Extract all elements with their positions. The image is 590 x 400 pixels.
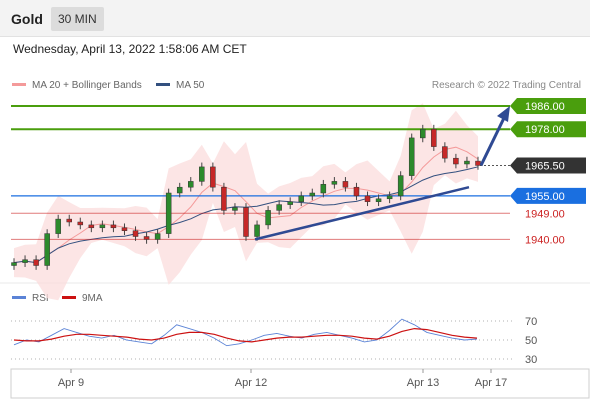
rsi-swatch xyxy=(12,295,26,299)
legend-ma50: MA 50 xyxy=(156,80,204,91)
candle-body xyxy=(210,166,216,188)
candle-body xyxy=(11,262,17,266)
instrument-name: Gold xyxy=(11,11,43,27)
candle-body xyxy=(254,224,260,237)
candle-body xyxy=(453,157,459,165)
legend-bollinger-label: MA 20 + Bollinger Bands xyxy=(32,80,142,91)
price-tag-1978.00 xyxy=(510,121,586,138)
candle-body xyxy=(143,236,150,240)
candle-body xyxy=(132,230,139,237)
candle-body xyxy=(22,259,28,263)
candle-body xyxy=(121,227,128,231)
candle-body xyxy=(44,233,50,266)
price-label-1965.50: 1965.50 xyxy=(525,160,565,172)
timeframe-button[interactable]: 30 MIN xyxy=(51,7,104,31)
candle-body xyxy=(431,128,437,147)
chart-timestamp: Wednesday, April 13, 2022 1:58:06 AM CET xyxy=(13,42,247,56)
candle-body xyxy=(265,210,271,226)
rsi-ma-swatch xyxy=(62,295,76,299)
rsi-tick-label: 70 xyxy=(525,316,537,328)
candle-body xyxy=(199,166,205,182)
legend-bollinger: MA 20 + Bollinger Bands xyxy=(12,80,142,91)
forecast-arrow-head xyxy=(497,106,510,122)
candle-body xyxy=(221,186,227,211)
candle-body xyxy=(397,175,404,197)
candle-body xyxy=(55,218,61,234)
legend-rsi-ma-label: 9MA xyxy=(82,293,103,304)
x-tick-label: Apr 13 xyxy=(407,377,439,389)
candle-body xyxy=(442,146,448,159)
candle-body xyxy=(464,160,470,165)
rsi-tick-label: 30 xyxy=(525,354,537,366)
price-label-1978.00: 1978.00 xyxy=(525,124,565,136)
ma50-swatch xyxy=(156,82,170,86)
legend-rsi: RSI xyxy=(12,293,49,304)
candle-body xyxy=(188,181,194,188)
candle-body xyxy=(77,221,84,226)
candle-body xyxy=(420,128,426,139)
candle-body xyxy=(165,192,172,234)
x-tick-label: Apr 17 xyxy=(475,377,507,389)
candle-body xyxy=(66,218,72,223)
price-label-1986.00: 1986.00 xyxy=(525,101,565,113)
chart-header: Gold 30 MIN xyxy=(0,0,590,37)
candle-body xyxy=(276,204,282,211)
copyright-text: Research © 2022 Trading Central xyxy=(431,80,581,91)
price-label-1949.00: 1949.00 xyxy=(525,208,565,220)
bollinger-swatch xyxy=(12,82,26,86)
candle-body xyxy=(408,137,415,176)
candle-body xyxy=(375,198,382,202)
candle-body xyxy=(342,181,349,188)
candle-body xyxy=(287,201,293,205)
candle-body xyxy=(364,195,371,202)
x-tick-label: Apr 12 xyxy=(235,377,267,389)
candle-body xyxy=(154,233,161,240)
price-tag-1965.50 xyxy=(510,157,586,174)
legend-ma50-label: MA 50 xyxy=(176,80,205,91)
candle-body xyxy=(353,186,360,197)
candle-body xyxy=(110,224,117,229)
candle-body xyxy=(99,224,106,229)
price-tag-1986.00 xyxy=(510,98,586,114)
x-tick-label: Apr 9 xyxy=(58,377,84,389)
candle-body xyxy=(386,195,393,200)
candle-body xyxy=(331,181,338,185)
legend-rsi-label: RSI xyxy=(32,293,49,304)
rsi-ma-line xyxy=(13,327,478,343)
candle-body xyxy=(232,207,238,211)
price-label-1955.00: 1955.00 xyxy=(525,191,565,203)
candle-body xyxy=(320,184,327,194)
candle-body xyxy=(309,192,316,197)
candle-body xyxy=(176,186,183,194)
price-tag-1955.00 xyxy=(510,187,586,204)
candle-body xyxy=(33,259,39,266)
rsi-tick-label: 50 xyxy=(525,335,537,347)
candle-body xyxy=(243,207,249,237)
price-label-1940.00: 1940.00 xyxy=(525,234,565,246)
x-axis-frame xyxy=(10,368,590,399)
candle-body xyxy=(88,224,95,229)
forecast-arrow-shaft xyxy=(479,117,506,167)
support-trendline xyxy=(254,185,470,241)
legend-rsi-ma: 9MA xyxy=(62,293,103,304)
candle-body xyxy=(298,195,304,202)
